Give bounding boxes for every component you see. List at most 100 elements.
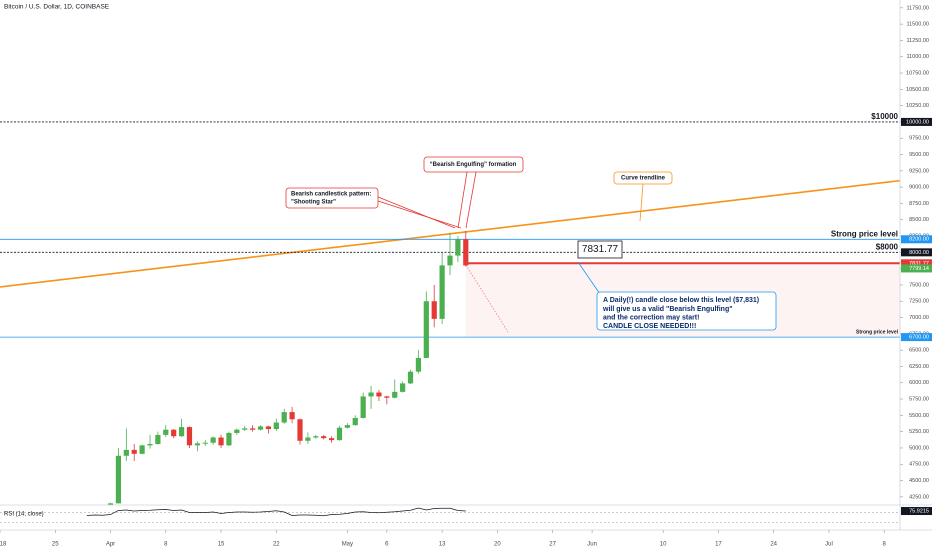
- callout-line: [639, 183, 644, 222]
- candle-body: [447, 255, 453, 266]
- candle-body: [210, 437, 216, 443]
- callout-line: [377, 196, 456, 229]
- candle-body: [155, 434, 161, 445]
- candle-body: [265, 426, 272, 430]
- y-tick-label: 10750.00: [906, 70, 929, 76]
- y-tick-label: 9500.00: [909, 152, 929, 158]
- candle-body: [178, 427, 185, 437]
- x-tick-label: 24: [770, 542, 777, 548]
- candle-body: [384, 396, 390, 398]
- y-tick-label: 11750.00: [906, 5, 929, 11]
- level-tag-label: 6700.00: [909, 335, 929, 341]
- candle-body: [376, 392, 382, 397]
- x-tick-label: 8: [164, 542, 168, 548]
- x-tick-label: Jul: [825, 542, 833, 548]
- candle-body: [297, 419, 303, 441]
- candle-body: [368, 392, 374, 397]
- level-tag: [901, 259, 932, 268]
- level-tag-label: 8000.00: [909, 250, 929, 256]
- y-tick-label: 4500.00: [909, 478, 929, 484]
- x-tick-label: 18: [0, 542, 7, 548]
- y-tick-label: 6000.00: [909, 380, 929, 386]
- y-tick-label: 7000.00: [909, 315, 929, 321]
- candle-body: [455, 239, 461, 256]
- candle-body: [250, 428, 256, 430]
- candle-body: [163, 429, 169, 435]
- candle-body: [84, 507, 89, 511]
- y-tick-label: 11250.00: [906, 38, 929, 44]
- x-tick-label: 27: [549, 542, 556, 548]
- y-tick-label: 7500.00: [909, 282, 929, 288]
- level-tag: [901, 235, 932, 244]
- candle-body: [273, 422, 279, 430]
- x-tick-label: 10: [660, 542, 667, 548]
- level-tag-label: 10000.00: [906, 119, 929, 125]
- candle-body: [407, 371, 414, 384]
- chart-title: Bitcoin / U.S. Dollar, 1D, COINBASE: [4, 4, 110, 11]
- y-tick-label: 10500.00: [906, 87, 929, 93]
- candle-body: [115, 455, 122, 504]
- candle-body: [431, 301, 437, 319]
- candle-body: [139, 445, 145, 454]
- y-tick-label: 10250.00: [906, 103, 929, 109]
- x-tick-label: Apr: [106, 542, 115, 548]
- note-text: and the correction may start!: [603, 314, 699, 321]
- note-box: [596, 291, 777, 331]
- callout-line: [465, 171, 477, 229]
- y-tick-label: 5750.00: [909, 396, 929, 402]
- candle-body: [92, 506, 97, 507]
- candle-body: [344, 425, 350, 428]
- x-tick-label: 13: [439, 542, 446, 548]
- callout-line: [457, 171, 468, 229]
- candle-body: [226, 432, 232, 446]
- candle-body: [186, 427, 193, 446]
- x-tick-label: 8: [883, 542, 887, 548]
- callout-line: [377, 200, 462, 229]
- candle-body: [100, 506, 105, 507]
- callouts: Bearish candlestick pattern: "Shooting S…: [285, 156, 777, 333]
- candle-body: [336, 427, 343, 441]
- candle-body: [123, 449, 129, 456]
- callout-box: [423, 156, 524, 173]
- y-tick-label: 5250.00: [909, 429, 929, 435]
- callout-text: “Bearish Engulfing” formation: [430, 162, 517, 168]
- level-name: Strong price level: [831, 229, 898, 238]
- x-tick-label: May: [342, 542, 353, 548]
- callout-box: [613, 171, 673, 185]
- rsi-label: RSI (14, close): [4, 512, 44, 518]
- candle-body: [218, 437, 224, 446]
- x-tick-label: 22: [273, 542, 280, 548]
- y-tick-label: 6500.00: [909, 348, 929, 354]
- rsi-value-box: [901, 507, 932, 516]
- level-tag: [901, 248, 932, 257]
- y-tick-label: 8750.00: [909, 201, 929, 207]
- y-tick-label: 9750.00: [909, 136, 929, 142]
- y-tick-label: 9000.00: [909, 185, 929, 191]
- candle-body: [400, 383, 406, 392]
- candle-body: [439, 265, 445, 319]
- x-tick-label: 17: [715, 542, 722, 548]
- last-price-label: 7799.14: [909, 266, 929, 272]
- candle-body: [313, 436, 319, 438]
- y-tick-label: 6250.00: [909, 364, 929, 370]
- candle-body: [107, 503, 114, 505]
- price-label-box: [577, 240, 623, 259]
- candle-body: [242, 428, 248, 430]
- rsi-value: 75.9215: [909, 508, 929, 514]
- candle-body: [281, 412, 287, 423]
- callout-text: Bearish candlestick pattern:: [291, 192, 371, 198]
- y-tick-label: 5000.00: [909, 445, 929, 451]
- y-tick-label: 9250.00: [909, 168, 929, 174]
- callout-text: "Shooting Star": [291, 200, 336, 206]
- candle-body: [328, 438, 335, 441]
- level-name: Strong price level: [856, 329, 899, 335]
- y-tick-label: 8500.00: [909, 217, 929, 223]
- y-tick-label: 5500.00: [909, 413, 929, 419]
- candle-body: [415, 357, 422, 372]
- candle-body: [463, 239, 469, 266]
- candle-body: [131, 449, 137, 454]
- note-text: will give us a valid "Bearish Engulfing": [602, 306, 733, 313]
- candle-body: [289, 412, 295, 420]
